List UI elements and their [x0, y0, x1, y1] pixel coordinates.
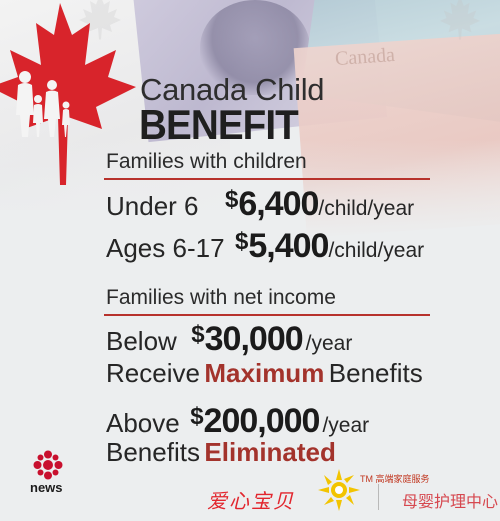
banknote-text: Canada: [334, 44, 395, 71]
watermark-tagline: TM 高端家庭服务: [360, 472, 430, 485]
income-threshold-label: Above: [106, 408, 180, 438]
result-text: Benefits: [106, 437, 200, 467]
income-amount: $30,000: [191, 320, 302, 358]
income-above-row: Above $200,000/year: [106, 402, 369, 441]
result-text: Benefits: [329, 358, 423, 388]
benefit-amount: $5,400: [235, 227, 328, 265]
benefit-amount-value: 5,400: [248, 227, 328, 265]
benefit-age-label: Under 6: [106, 191, 199, 221]
income-below-result: Receive Maximum Benefits: [106, 358, 423, 389]
benefit-amount-value: 6,400: [238, 185, 318, 223]
benefit-amount: $6,400: [225, 185, 318, 223]
maple-leaf-watermark-icon: [430, 0, 490, 42]
income-below-row: Below $30,000/year: [106, 320, 352, 359]
dollar-sign: $: [225, 186, 237, 213]
dollar-sign: $: [191, 321, 203, 348]
result-highlight: Maximum: [204, 358, 324, 388]
watermark-brand-left: 爱心宝贝: [207, 485, 295, 514]
result-text: Receive: [106, 358, 200, 388]
section-heading-children: Families with children: [106, 150, 307, 174]
income-amount-value: 30,000: [205, 320, 303, 358]
watermark-brand-right: 母婴护理中心: [402, 488, 498, 512]
benefit-age-label: Ages 6-17: [106, 233, 225, 263]
section-divider: [104, 314, 430, 316]
section-divider: [104, 178, 430, 180]
benefit-row-ages-6-17: Ages 6-17 $5,400/child/year: [106, 227, 424, 266]
dollar-sign: $: [235, 228, 247, 255]
cbc-gem-logo-icon: [28, 450, 68, 480]
benefit-unit: /child/year: [318, 197, 414, 220]
income-unit: /year: [306, 332, 353, 355]
cbc-news-label: news: [30, 480, 63, 495]
dollar-sign: $: [190, 403, 202, 430]
income-unit: /year: [322, 414, 369, 437]
income-above-result: Benefits Eliminated: [106, 437, 336, 468]
watermark-divider: [378, 484, 379, 510]
income-amount: $200,000: [190, 402, 319, 440]
benefit-unit: /child/year: [328, 239, 424, 262]
income-amount-value: 200,000: [204, 402, 320, 440]
title-line-2: BENEFIT: [139, 101, 298, 149]
watermark-sun-logo-icon: [316, 467, 362, 513]
benefit-row-under-6: Under 6 $6,400/child/year: [106, 185, 414, 224]
result-highlight: Eliminated: [204, 437, 335, 467]
section-heading-income: Families with net income: [106, 286, 336, 310]
income-threshold-label: Below: [106, 326, 177, 356]
